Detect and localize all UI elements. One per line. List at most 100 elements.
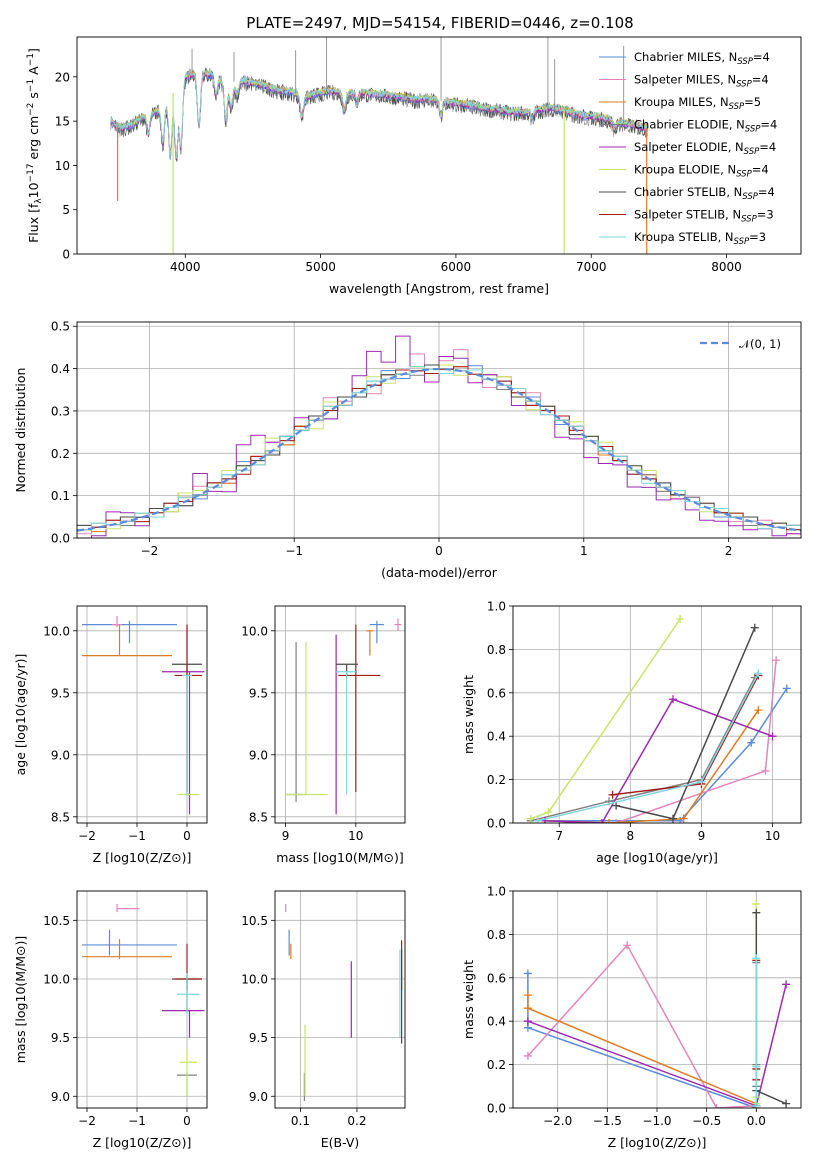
legend-label-0: Chabrier MILES, NSSP=4 <box>634 50 770 67</box>
y-axis-label: mass weight <box>461 960 476 1039</box>
x-tick-label: −2 <box>78 1114 96 1128</box>
x-tick-label: −1 <box>285 544 303 558</box>
x-tick-label: 0.0 <box>747 1114 766 1128</box>
y-tick-label: 0.5 <box>51 320 70 334</box>
x-axis-label: mass [log10(M/M⊙)] <box>276 850 404 865</box>
panel-spectrum: 4000 5000 6000 7000 8000 0 5 10 15 20 wavelength [… <box>26 36 802 296</box>
weight-marker-8 <box>697 777 706 786</box>
x-tick-label: 10 <box>348 829 363 843</box>
x-axis-label: Z [log10(Z/Z⊙)] <box>93 850 192 865</box>
y-tick-label: 10.5 <box>241 914 268 928</box>
weight-marker-4 <box>597 819 606 823</box>
weight-marker-2 <box>754 706 763 715</box>
y-tick-label: 0.8 <box>487 928 506 942</box>
weight-marker-6 <box>782 1099 791 1108</box>
y-tick-label: 0.4 <box>487 730 506 744</box>
axes-frame <box>512 890 802 1109</box>
plot-area <box>110 37 649 254</box>
weight-line-3 <box>530 677 756 822</box>
y-tick-label: 1.0 <box>487 885 506 899</box>
figure-title: PLATE=2497, MJD=54154, FIBERID=0446, z=0… <box>246 14 633 32</box>
x-tick-label: 0 <box>183 829 191 843</box>
y-tick-label: 10.5 <box>43 914 70 928</box>
x-axis-label: E(B-V) <box>321 1135 360 1150</box>
x-axis-label: age [log10(age/yr)] <box>596 850 718 865</box>
x-tick-label: 5000 <box>305 260 336 274</box>
weight-marker-1 <box>612 819 621 823</box>
plot-area <box>82 615 205 815</box>
x-tick-label: −1 <box>128 1114 146 1128</box>
legend-label-8: Kroupa STELIB, NSSP=3 <box>634 230 766 247</box>
y-tick-label: 10.0 <box>43 972 70 986</box>
x-axis-label: Z [log10(Z/Z⊙)] <box>93 1135 192 1150</box>
weight-marker-7 <box>608 790 617 799</box>
x-tick-label: 9 <box>698 829 706 843</box>
weight-marker-6 <box>752 908 761 917</box>
x-tick-label: 6000 <box>441 260 472 274</box>
x-tick-label: 10 <box>765 829 780 843</box>
y-tick-label: 8.5 <box>51 810 70 824</box>
weight-marker-4 <box>523 1017 532 1026</box>
plot-area <box>285 903 403 1101</box>
x-tick-label: −1 <box>128 829 146 843</box>
x-tick-label: 1 <box>580 544 588 558</box>
weight-line-0 <box>545 688 788 822</box>
weight-marker-4 <box>669 695 677 704</box>
x-tick-label: 0.2 <box>347 1114 366 1128</box>
y-tick-label: 5 <box>62 203 70 217</box>
x-tick-label: 7 <box>555 829 563 843</box>
y-tick-label: 9.0 <box>51 1090 70 1104</box>
y-tick-label: 20 <box>55 70 70 84</box>
y-tick-label: 0.0 <box>487 817 506 831</box>
y-tick-label: 9.5 <box>51 686 70 700</box>
y-axis-label: mass [log10(M/M⊙)] <box>13 936 28 1064</box>
y-tick-label: 0.2 <box>51 447 70 461</box>
weight-marker-1 <box>523 1051 532 1060</box>
legend-label-7: Salpeter STELIB, NSSP=3 <box>634 208 774 225</box>
weight-marker-5 <box>676 615 685 624</box>
y-tick-label: 15 <box>55 115 70 129</box>
panel-age-vs-Z: −2 −1 0 8.5 9.0 9.5 10.0 Z [log10(Z/Z⊙)] age [lo… <box>13 605 208 865</box>
plot-area <box>285 618 402 815</box>
x-axis-label: Z [log10(Z/Z⊙)] <box>608 1135 707 1150</box>
y-axis-label: Flux [fλ10−17 erg cm−2 s−1 A−1] <box>26 48 44 243</box>
x-tick-label: 8 <box>627 829 635 843</box>
x-tick-label: 7000 <box>576 260 607 274</box>
weight-marker-4 <box>782 980 791 989</box>
y-tick-label: 0.1 <box>51 489 70 503</box>
x-tick-label: 4000 <box>170 260 201 274</box>
x-tick-label: 2 <box>725 544 733 558</box>
axes-frame <box>76 321 802 539</box>
y-tick-label: 0.4 <box>487 1015 506 1029</box>
x-tick-label: 8000 <box>711 260 742 274</box>
y-tick-label: 0.4 <box>51 362 70 376</box>
y-axis-label: Normed distribution <box>13 368 28 493</box>
weight-marker-1 <box>623 941 632 950</box>
axes-frame <box>512 605 802 824</box>
weight-marker-2 <box>523 1004 532 1013</box>
panel-residuals: −2 −1 0 1 2 0.0 0.1 0.2 0.3 0.4 0.5 (data-model)/er… <box>13 320 802 580</box>
panel-mass-vs-EBV: 0.1 0.2 9.0 9.5 10.0 10.5 E(B-V) <box>241 890 406 1150</box>
weight-marker-1 <box>772 656 781 665</box>
x-tick-label: 0.1 <box>291 1114 310 1128</box>
panel-weight-vs-age: 7 8 9 10 0.0 0.2 0.4 0.6 0.8 1.0 age [log10(age/yr… <box>461 600 802 865</box>
weight-marker-6 <box>669 814 677 823</box>
weight-marker-2 <box>523 991 532 1000</box>
weight-marker-8 <box>533 816 542 823</box>
y-tick-label: 9.5 <box>249 686 268 700</box>
axes-frame <box>274 605 406 824</box>
y-tick-label: 10.0 <box>241 624 268 638</box>
hist-series-8 <box>77 366 801 531</box>
x-tick-label: −2 <box>141 544 159 558</box>
weight-marker-6 <box>750 623 759 632</box>
legend: Chabrier MILES, NSSP=4 Salpeter MILES, NS… <box>599 50 777 247</box>
axes-frame <box>76 36 802 255</box>
y-tick-label: 10 <box>55 159 70 173</box>
y-tick-label: 0.2 <box>487 773 506 787</box>
gridlines <box>275 891 405 1108</box>
legend-label-5: Kroupa ELODIE, NSSP=4 <box>634 163 769 180</box>
weight-marker-0 <box>747 738 756 747</box>
weight-marker-8 <box>752 1062 761 1071</box>
legend-label-4: Salpeter ELODIE, NSSP=4 <box>634 140 776 157</box>
y-tick-label: 0.8 <box>487 643 506 657</box>
